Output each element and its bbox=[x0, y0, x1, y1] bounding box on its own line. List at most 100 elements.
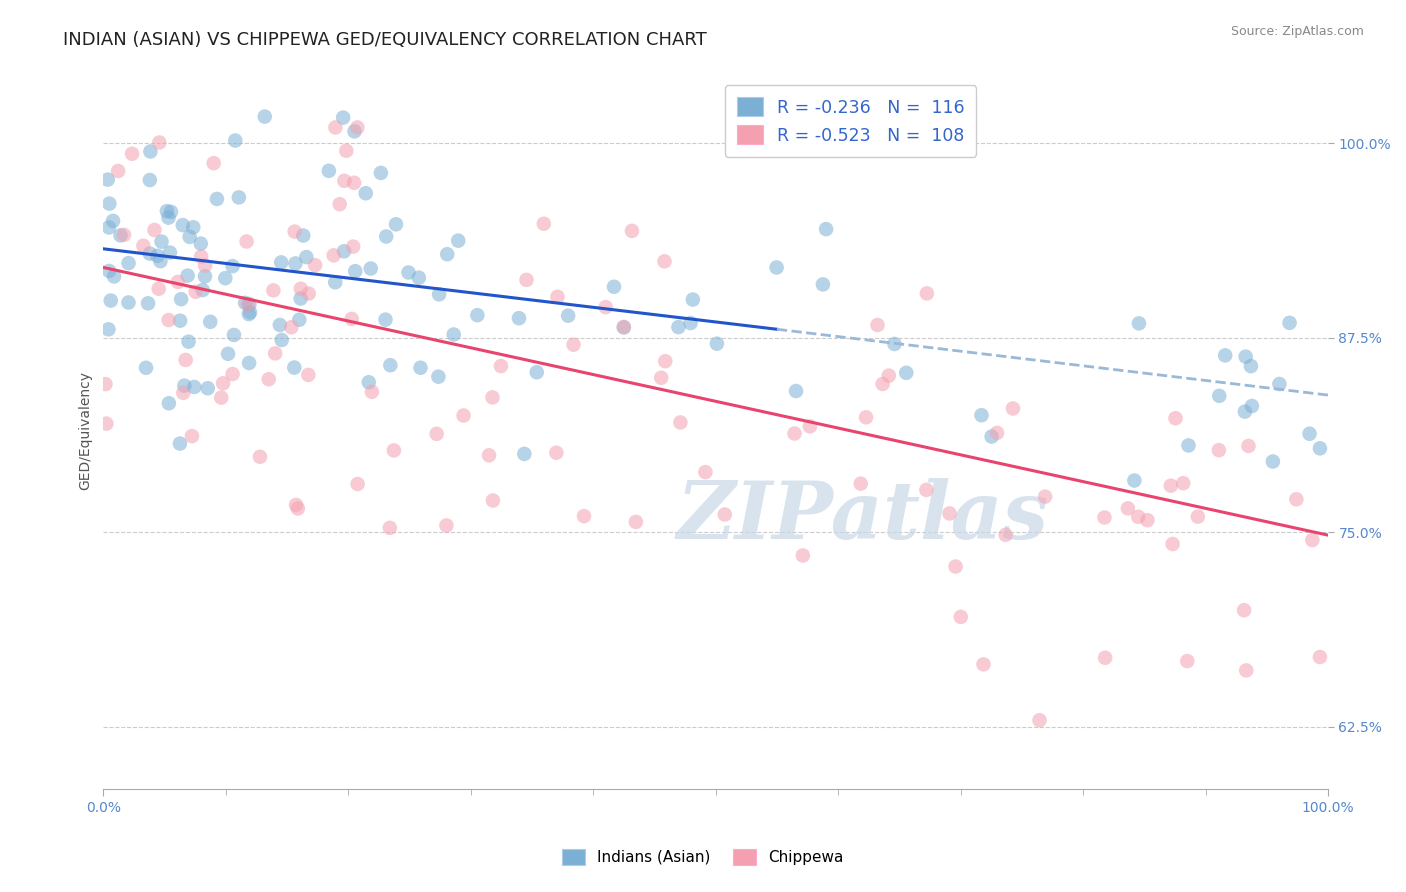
Point bbox=[695, 465, 717, 479]
Point bbox=[103, 269, 125, 284]
Point bbox=[139, 145, 162, 159]
Point bbox=[169, 313, 191, 327]
Point bbox=[221, 259, 243, 273]
Point bbox=[217, 347, 239, 361]
Point bbox=[443, 327, 465, 342]
Point bbox=[765, 260, 787, 275]
Point bbox=[1233, 603, 1256, 617]
Point bbox=[815, 222, 838, 236]
Point bbox=[346, 477, 368, 491]
Point bbox=[283, 360, 305, 375]
Point bbox=[436, 247, 458, 261]
Point bbox=[489, 359, 512, 373]
Point bbox=[1123, 474, 1146, 488]
Point bbox=[224, 134, 246, 148]
Point bbox=[323, 275, 346, 289]
Point bbox=[97, 322, 120, 336]
Point bbox=[1233, 404, 1256, 418]
Point bbox=[290, 292, 312, 306]
Point bbox=[139, 173, 162, 187]
Point bbox=[467, 308, 489, 322]
Point bbox=[357, 376, 380, 390]
Point bbox=[799, 419, 821, 434]
Point bbox=[332, 111, 354, 125]
Point bbox=[117, 256, 139, 270]
Point bbox=[378, 521, 401, 535]
Point bbox=[1298, 426, 1320, 441]
Point bbox=[160, 204, 183, 219]
Point bbox=[172, 385, 194, 400]
Point bbox=[94, 377, 117, 392]
Point bbox=[877, 368, 900, 383]
Point bbox=[436, 518, 458, 533]
Point bbox=[98, 196, 121, 211]
Point bbox=[1175, 654, 1198, 668]
Point bbox=[288, 312, 311, 326]
Point bbox=[333, 174, 356, 188]
Point bbox=[183, 380, 205, 394]
Point bbox=[132, 238, 155, 252]
Point bbox=[980, 429, 1002, 443]
Point bbox=[1116, 501, 1139, 516]
Point bbox=[342, 239, 364, 253]
Point bbox=[284, 256, 307, 270]
Point bbox=[855, 410, 877, 425]
Point bbox=[257, 372, 280, 386]
Point bbox=[346, 120, 368, 135]
Point bbox=[398, 265, 420, 279]
Point bbox=[121, 146, 143, 161]
Point bbox=[285, 498, 308, 512]
Point bbox=[1164, 411, 1187, 425]
Point bbox=[214, 271, 236, 285]
Text: INDIAN (ASIAN) VS CHIPPEWA GED/EQUIVALENCY CORRELATION CHART: INDIAN (ASIAN) VS CHIPPEWA GED/EQUIVALEN… bbox=[63, 31, 707, 49]
Point bbox=[783, 426, 806, 441]
Point bbox=[994, 528, 1017, 542]
Point bbox=[157, 313, 180, 327]
Point bbox=[249, 450, 271, 464]
Point bbox=[679, 316, 702, 330]
Point bbox=[269, 318, 291, 332]
Point bbox=[194, 259, 217, 273]
Point bbox=[176, 268, 198, 283]
Point bbox=[172, 218, 194, 232]
Point bbox=[1301, 533, 1323, 547]
Point bbox=[409, 360, 432, 375]
Text: ZIPatlas: ZIPatlas bbox=[676, 478, 1049, 556]
Point bbox=[146, 249, 169, 263]
Point bbox=[112, 227, 135, 242]
Point bbox=[669, 416, 692, 430]
Point bbox=[557, 309, 579, 323]
Point bbox=[896, 366, 918, 380]
Point bbox=[513, 447, 536, 461]
Point bbox=[1285, 492, 1308, 507]
Point bbox=[713, 508, 735, 522]
Point bbox=[1128, 509, 1150, 524]
Point bbox=[970, 408, 993, 422]
Point bbox=[1173, 476, 1195, 491]
Point bbox=[915, 483, 938, 497]
Point bbox=[1309, 650, 1331, 665]
Point bbox=[945, 559, 967, 574]
Point bbox=[533, 217, 555, 231]
Point bbox=[292, 228, 315, 243]
Point bbox=[811, 277, 834, 292]
Point bbox=[849, 476, 872, 491]
Point bbox=[179, 229, 201, 244]
Point bbox=[97, 220, 120, 235]
Point bbox=[107, 164, 129, 178]
Point bbox=[482, 493, 505, 508]
Point bbox=[343, 176, 366, 190]
Point bbox=[603, 279, 626, 293]
Point bbox=[238, 307, 260, 321]
Point bbox=[270, 333, 292, 347]
Point bbox=[148, 136, 170, 150]
Point bbox=[343, 124, 366, 138]
Point bbox=[209, 391, 232, 405]
Point bbox=[547, 290, 569, 304]
Point bbox=[98, 264, 121, 278]
Point bbox=[297, 368, 319, 382]
Point bbox=[1208, 443, 1230, 458]
Point bbox=[972, 657, 994, 672]
Point bbox=[883, 337, 905, 351]
Point bbox=[374, 312, 396, 326]
